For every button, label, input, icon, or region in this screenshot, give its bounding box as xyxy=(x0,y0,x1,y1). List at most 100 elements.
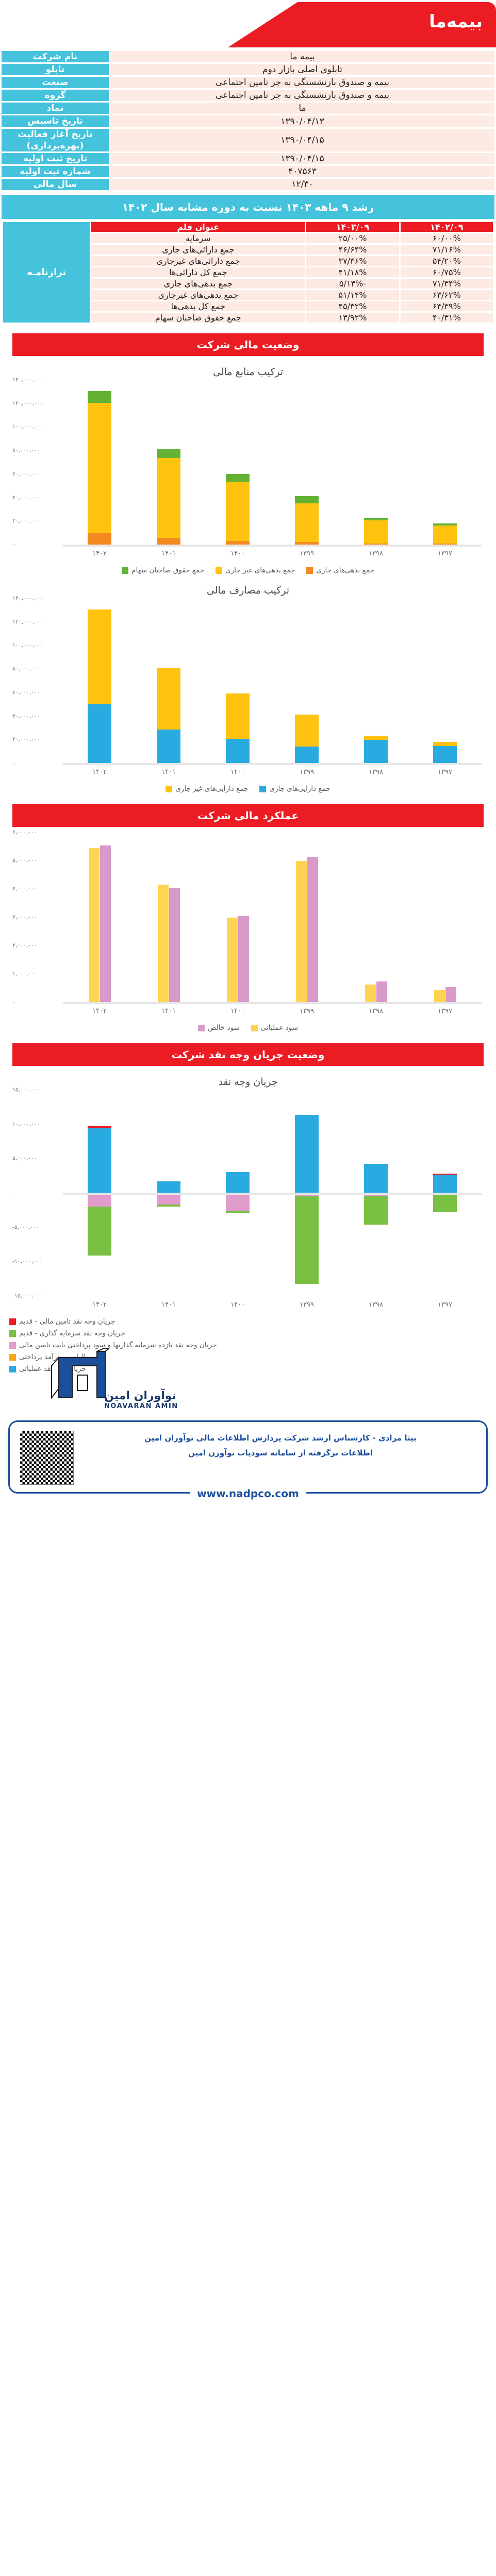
x-axis-labels: ۱۳۹۷ ۱۳۹۸ ۱۳۹۹ ۱۴۰۰ ۱۴۰۱ ۱۴۰۲ xyxy=(65,1007,480,1015)
legend-item[interactable]: سود عملیاتی xyxy=(251,1024,298,1032)
negative-stack xyxy=(433,1193,457,1213)
growth-row: ۶۳/۶۲% ۵۱/۱۴% جمع بدهی‌های غیرجاری xyxy=(3,290,493,300)
bar-group[interactable] xyxy=(88,832,111,1003)
growth-row: ۶۴/۳۹% ۴۵/۳۲% جمع کل بدهی‌ها xyxy=(3,301,493,312)
company-info-table: بیمه ما نام شرکت تابلوی اصلی بازار دوم تابل… xyxy=(0,49,496,192)
bar-segment xyxy=(364,520,388,544)
bar-group[interactable] xyxy=(226,1090,250,1296)
bar-group[interactable] xyxy=(364,598,388,764)
x-axis-zero-line xyxy=(63,1193,482,1195)
bar-segment xyxy=(157,449,180,459)
growth-row-label: سرمایه xyxy=(91,233,305,244)
bar-group[interactable] xyxy=(88,1090,111,1296)
bar-group[interactable] xyxy=(433,832,457,1003)
bar-group[interactable] xyxy=(226,598,250,764)
bar-segment xyxy=(157,729,180,764)
bar-segment xyxy=(226,540,250,545)
bar-group[interactable] xyxy=(295,380,319,545)
info-label: صنعت xyxy=(2,77,109,89)
growth-header-row: ۱۴۰۲/۰۹ ۱۴۰۳/۰۹ عنوان قلم ترازنامـه xyxy=(3,222,493,323)
brand-name-fa: نوآوران امین xyxy=(104,1389,176,1403)
bar-group[interactable] xyxy=(88,598,111,764)
negative-stack xyxy=(364,1193,388,1225)
bar-group[interactable] xyxy=(157,832,180,1003)
footer-card: بیتا مرادی - کارشناس ارشد شرکت پردازش اط… xyxy=(8,1420,488,1500)
bar-group[interactable] xyxy=(433,380,457,545)
y-axis-tick-label: ۰ xyxy=(12,541,15,548)
growth-row-label: جمع بدهی‌های جاری xyxy=(91,279,305,289)
negative-stack xyxy=(157,1193,180,1207)
bar-group[interactable] xyxy=(295,832,319,1003)
legend-item[interactable]: جمع دارایی‌های جاری xyxy=(259,785,330,793)
bar-segment xyxy=(295,747,319,764)
bar-group[interactable] xyxy=(295,598,319,764)
plot-area-2: ۰ ۱,۰۰۰,۰۰۰ ۲,۰۰۰,۰۰۰ ۳,۰۰۰,۰۰۰ ۴,۰۰۰,۰۰۰ ۵,۰… xyxy=(9,828,487,1020)
bar-group[interactable] xyxy=(157,1090,180,1296)
chart-cash-flow: جریان وجه نقد -۱۵,۰۰۰,۰۰۰ -۱۰,۰۰۰,۰۰۰ -۵,۰… xyxy=(0,1068,496,1375)
y-axis-tick-label: ۱۴۰,۰۰۰,۰۰۰ xyxy=(12,376,44,383)
bar-group[interactable] xyxy=(364,832,388,1003)
bar-segment xyxy=(226,481,250,541)
legend-item[interactable]: جمع دارایی‌های غیر جاری xyxy=(166,785,248,793)
info-label: گروه xyxy=(2,90,109,101)
x-axis-line xyxy=(63,545,482,547)
bar-segment xyxy=(295,496,319,504)
bar-segment xyxy=(364,543,388,545)
bar-segment xyxy=(88,1128,111,1193)
bar-segment xyxy=(433,1175,457,1193)
bar-group[interactable] xyxy=(433,1090,457,1296)
bar-group[interactable] xyxy=(226,832,250,1003)
y-axis-tick-label: ۱۴۰,۰۰۰,۰۰۰ xyxy=(12,595,44,602)
y-axis-tick-label: ۲۰,۰۰۰,۰۰۰ xyxy=(12,736,41,743)
legend-label: جریان وجه نقد تامین مالی - قدیم xyxy=(19,1317,115,1326)
bar-segment xyxy=(88,391,111,403)
info-value: ۱۲/۳۰ xyxy=(110,178,494,191)
bars-container xyxy=(65,598,480,764)
bar-segment xyxy=(88,1207,111,1256)
growth-cell-1402: ۴۰/۳۱% xyxy=(400,313,493,323)
info-row: بیمه و صندوق بازنشستگی به جز تامین اجتما… xyxy=(2,77,494,89)
legend-item[interactable]: جریان وجه نقد تامین مالی - قدیم xyxy=(9,1317,115,1326)
growth-cell-1402: ۶۰/۰۰% xyxy=(400,233,493,244)
bar-segment xyxy=(157,458,180,538)
legend-item[interactable]: جمع بدهی‌های غیر جاری xyxy=(216,566,295,574)
page-header: بیمه‌ما xyxy=(0,0,496,49)
bar xyxy=(169,888,180,1003)
legend-label: جریان وجه نقد بازده سرمایه گذاریها و سود… xyxy=(19,1341,217,1350)
noavaran-amin-logo-icon xyxy=(51,1348,109,1399)
y-axis-tick-label: ۱۲۰,۰۰۰,۰۰۰ xyxy=(12,618,44,625)
legend-swatch xyxy=(9,1330,16,1337)
y-axis-tick-label: ۱۰۰,۰۰۰,۰۰۰ xyxy=(12,641,44,649)
bar-group[interactable] xyxy=(157,598,180,764)
bar-group[interactable] xyxy=(157,380,180,545)
growth-cell-1402: ۵۴/۲۰% xyxy=(400,256,493,266)
growth-row: ۶۰/۷۵% ۴۱/۱۸% جمع کل دارائی‌ها xyxy=(3,267,493,278)
y-axis-tick-label: ۶,۰۰۰,۰۰۰ xyxy=(12,828,38,836)
bar-segment xyxy=(295,715,319,747)
legend-item[interactable]: سود خالص xyxy=(198,1024,240,1032)
bar-group[interactable] xyxy=(295,1090,319,1296)
legend-item[interactable]: جمع حقوق صاحبان سهام xyxy=(122,566,204,574)
legend-item[interactable]: جریان وجه نقد بازده سرمایه گذاریها و سود… xyxy=(9,1341,217,1349)
bar-group[interactable] xyxy=(433,598,457,764)
x-axis-tick-label: ۱۴۰۲ xyxy=(92,1301,107,1309)
info-row: ۱۳۹۰/۰۴/۱۵ تاریخ ثبت اولیه xyxy=(2,152,494,164)
qr-code-image[interactable] xyxy=(19,1430,75,1486)
growth-cell-1402: ۷۱/۱۶% xyxy=(400,245,493,255)
bar-group[interactable] xyxy=(364,380,388,545)
bar xyxy=(295,861,307,1003)
x-axis-tick-label: ۱۴۰۱ xyxy=(161,1007,176,1015)
bar-segment xyxy=(295,1196,319,1284)
info-value: ۱۳۹۰/۰۴/۱۵ xyxy=(110,152,494,164)
footer-website-link[interactable]: www.nadpco.com xyxy=(190,1487,306,1500)
legend-item[interactable]: جمع بدهی‌های جاری xyxy=(306,566,374,574)
positive-stack xyxy=(157,1181,180,1193)
bar-segment xyxy=(157,538,180,545)
legend-item[interactable]: جریان وجه نقد سرمایه گذاری - قدیم xyxy=(9,1329,125,1337)
x-axis-tick-label: ۱۴۰۱ xyxy=(161,550,176,558)
bar-segment xyxy=(295,1115,319,1193)
x-axis-tick-label: ۱۴۰۲ xyxy=(92,1007,107,1015)
bar-group[interactable] xyxy=(226,380,250,545)
bar-group[interactable] xyxy=(88,380,111,545)
bar-segment xyxy=(226,1172,250,1193)
